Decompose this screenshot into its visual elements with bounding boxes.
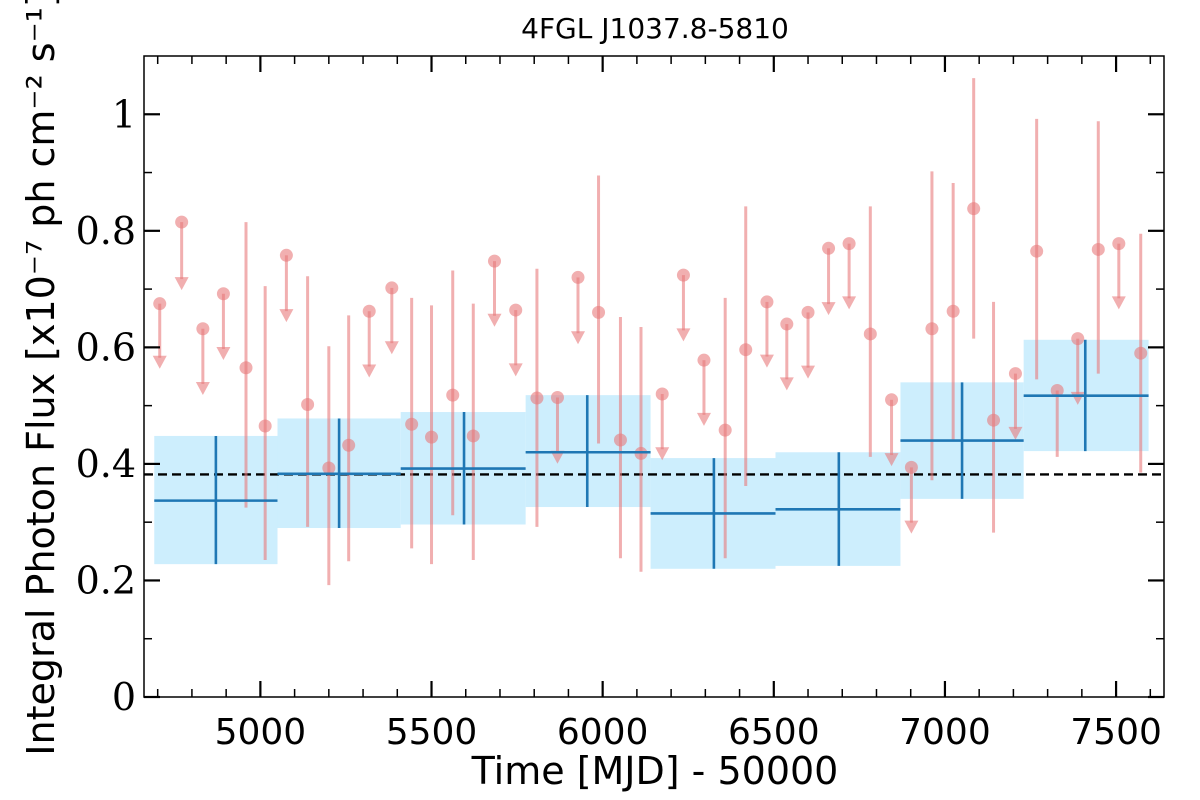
upper-limit-point — [842, 237, 856, 251]
measurement-point — [342, 438, 356, 452]
y-tick-label: 0 — [112, 675, 136, 719]
upper-limit-arrowhead — [195, 381, 210, 395]
x-tick-label: 5500 — [386, 712, 478, 753]
upper-limit-arrowhead — [174, 277, 189, 291]
upper-limit-point — [571, 270, 585, 284]
upper-limit-point — [1112, 237, 1126, 251]
measurement-point — [718, 423, 732, 437]
upper-limit-arrowhead — [384, 341, 399, 355]
upper-limit-arrowhead — [696, 412, 711, 426]
upper-limit-arrowhead — [550, 450, 565, 464]
upper-limit-arrowhead — [821, 302, 836, 316]
upper-limit-point — [196, 322, 210, 336]
measurement-point — [239, 361, 253, 375]
upper-limit-arrowhead — [279, 309, 294, 323]
coarse-bin-bands — [154, 339, 1149, 569]
y-axis-label: Integral Photon Flux [x10⁻⁷ ph cm⁻² s⁻¹] — [19, 0, 63, 756]
x-tick-label: 7000 — [899, 712, 991, 753]
upper-limit-point — [385, 281, 399, 295]
measurement-point — [1030, 244, 1044, 258]
upper-limit-point — [216, 287, 230, 301]
upper-limit-point — [1071, 332, 1085, 346]
measurement-point — [530, 391, 544, 405]
upper-limit-point — [509, 303, 523, 317]
upper-limit-arrowhead — [152, 355, 167, 369]
upper-limit-point — [780, 317, 794, 331]
measurement-point — [739, 343, 753, 357]
x-tick-label: 5000 — [215, 712, 307, 753]
y-tick-label: 0.6 — [76, 325, 136, 369]
y-tick-label: 0.2 — [76, 558, 136, 602]
plot-frame — [143, 55, 1165, 698]
fine-bin-points — [152, 78, 1148, 586]
upper-limit-point — [153, 297, 167, 311]
measurement-point — [301, 397, 315, 411]
coarse-bin-crosses — [154, 339, 1149, 569]
upper-limit-arrowhead — [676, 328, 691, 342]
upper-limit-arrowhead — [759, 354, 774, 368]
upper-limit-point — [279, 248, 293, 262]
measurement-point — [946, 304, 960, 318]
upper-limit-point — [697, 353, 711, 367]
measurement-point — [592, 305, 606, 319]
upper-limit-point — [801, 305, 815, 319]
axis-ticks — [144, 56, 1164, 699]
upper-limit-point — [1008, 367, 1022, 381]
upper-limit-point — [487, 254, 501, 268]
x-axis-label: Time [MJD] - 50000 — [471, 749, 839, 793]
chart-title: 4FGL J1037.8-5810 — [521, 12, 789, 45]
upper-limit-point — [885, 393, 899, 407]
upper-limit-arrowhead — [1008, 426, 1023, 440]
axis-labels: 4FGL J1037.8-5810 Time [MJD] - 50000 Int… — [19, 0, 1162, 793]
upper-limit-point — [760, 295, 774, 309]
plot-border — [143, 55, 1165, 698]
upper-limit-arrowhead — [571, 331, 586, 345]
x-tick-label: 7500 — [1070, 712, 1162, 753]
upper-limit-point — [822, 241, 836, 255]
measurement-point — [987, 413, 1001, 427]
measurement-point — [446, 388, 460, 402]
measurement-point — [925, 322, 939, 336]
upper-limit-point — [676, 268, 690, 282]
x-tick-label: 6500 — [728, 712, 820, 753]
measurement-point — [613, 433, 627, 447]
upper-limit-point — [904, 460, 918, 474]
upper-limit-arrowhead — [655, 447, 670, 461]
measurement-point — [1050, 383, 1064, 397]
upper-limit-arrowhead — [362, 364, 377, 378]
upper-limit-point — [550, 390, 564, 404]
measurement-point — [1134, 346, 1148, 360]
upper-limit-point — [175, 215, 189, 229]
upper-limit-arrowhead — [884, 453, 899, 467]
x-tick-label: 6000 — [557, 712, 649, 753]
measurement-point — [425, 430, 439, 444]
upper-limit-arrowhead — [779, 377, 794, 391]
measurement-point — [967, 202, 981, 216]
measurement-point — [322, 461, 336, 475]
measurement-point — [863, 327, 877, 341]
y-tick-label: 1 — [112, 92, 136, 136]
upper-limit-arrowhead — [904, 520, 919, 534]
y-tick-label: 0.4 — [76, 442, 136, 486]
measurement-point — [1091, 242, 1105, 256]
measurement-point — [405, 417, 419, 431]
y-tick-label: 0.8 — [76, 209, 136, 253]
measurement-point — [466, 429, 480, 443]
upper-limit-point — [362, 304, 376, 318]
upper-limit-arrowhead — [216, 347, 231, 361]
upper-limit-arrowhead — [1111, 296, 1126, 310]
upper-limit-arrowhead — [801, 365, 816, 379]
upper-limit-arrowhead — [508, 363, 523, 377]
upper-limit-arrowhead — [487, 313, 502, 327]
upper-limit-arrowhead — [842, 296, 857, 310]
measurement-point — [258, 419, 272, 433]
upper-limit-point — [655, 387, 669, 401]
